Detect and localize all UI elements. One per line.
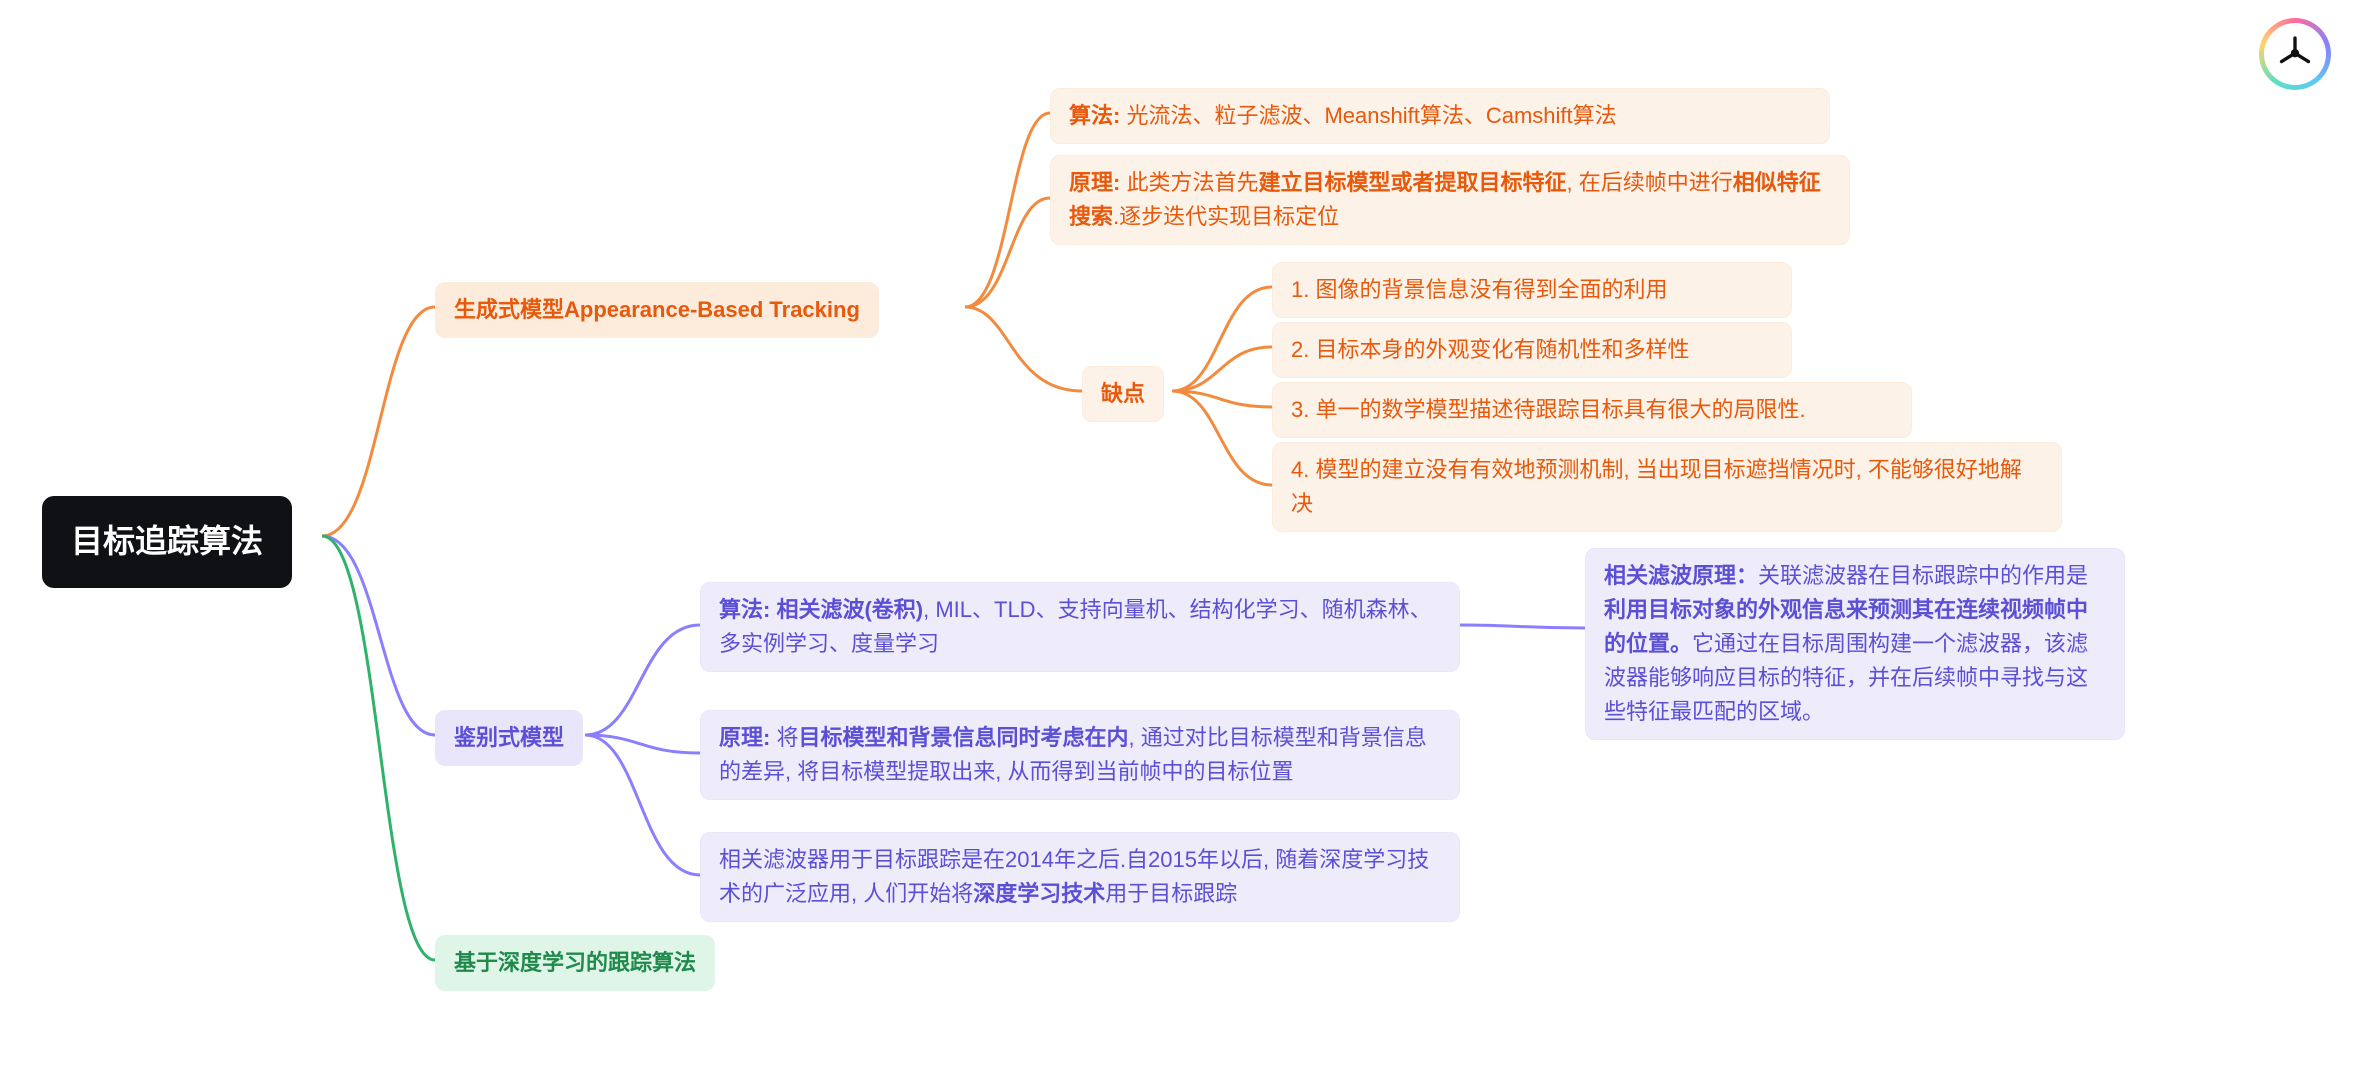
logo-glyph-icon — [2274, 33, 2316, 75]
node-disc-history[interactable]: 相关滤波器用于目标跟踪是在2014年之后.自2015年以后, 随着深度学习技术的… — [700, 832, 1460, 922]
gen-algos-text: 光流法、粒子滤波、Meanshift算法、Camshift算法 — [1126, 103, 1616, 128]
disc-cf-t1: 关联滤波器在目标跟踪中的作用是 — [1758, 563, 2088, 588]
root-label: 目标追踪算法 — [71, 523, 263, 559]
gen-con1-text: 1. 图像的背景信息没有得到全面的利用 — [1291, 277, 1667, 302]
node-discriminative[interactable]: 鉴别式模型 — [435, 710, 583, 766]
node-gen-con3[interactable]: 3. 单一的数学模型描述待跟踪目标具有很大的局限性. — [1272, 382, 1912, 438]
node-gen-con4[interactable]: 4. 模型的建立没有有效地预测机制, 当出现目标遮挡情况时, 不能够很好地解决 — [1272, 442, 2062, 532]
gen-con4-text: 4. 模型的建立没有有效地预测机制, 当出现目标遮挡情况时, 不能够很好地解决 — [1291, 457, 2022, 516]
node-discriminative-label: 鉴别式模型 — [454, 725, 564, 750]
gen-con2-text: 2. 目标本身的外观变化有随机性和多样性 — [1291, 337, 1689, 362]
disc-hist-t2: 用于目标跟踪 — [1105, 881, 1237, 906]
node-gen-cons[interactable]: 缺点 — [1082, 366, 1164, 422]
gen-princ-label: 原理: — [1069, 170, 1120, 195]
app-logo-inner — [2264, 23, 2326, 85]
disc-princ-t1: 将 — [776, 725, 798, 750]
disc-hist-b: 深度学习技术 — [973, 881, 1105, 906]
node-gen-con1[interactable]: 1. 图像的背景信息没有得到全面的利用 — [1272, 262, 1792, 318]
node-generative[interactable]: 生成式模型Appearance-Based Tracking — [435, 282, 879, 338]
gen-princ-b1: 建立目标模型或者提取目标特征 — [1258, 170, 1566, 195]
gen-cons-label: 缺点 — [1101, 381, 1145, 406]
disc-algos-label: 算法: — [719, 597, 770, 622]
gen-con3-text: 3. 单一的数学模型描述待跟踪目标具有很大的局限性. — [1291, 397, 1806, 422]
node-gen-algos[interactable]: 算法: 光流法、粒子滤波、Meanshift算法、Camshift算法 — [1050, 88, 1830, 144]
node-generative-label: 生成式模型Appearance-Based Tracking — [454, 297, 860, 322]
app-logo — [2259, 18, 2331, 90]
disc-algos-bold: 相关滤波(卷积) — [776, 597, 923, 622]
node-gen-principle[interactable]: 原理: 此类方法首先建立目标模型或者提取目标特征, 在后续帧中进行相似特征搜索.… — [1050, 155, 1850, 245]
node-disc-algos[interactable]: 算法: 相关滤波(卷积), MIL、TLD、支持向量机、结构化学习、随机森林、多… — [700, 582, 1460, 672]
node-gen-con2[interactable]: 2. 目标本身的外观变化有随机性和多样性 — [1272, 322, 1792, 378]
root-node[interactable]: 目标追踪算法 — [42, 496, 292, 588]
mindmap-canvas: 目标追踪算法 生成式模型Appearance-Based Tracking 鉴别… — [0, 0, 2359, 1080]
disc-cf-label: 相关滤波原理： — [1604, 563, 1758, 588]
gen-algos-label: 算法: — [1069, 103, 1120, 128]
node-disc-cf[interactable]: 相关滤波原理：关联滤波器在目标跟踪中的作用是利用目标对象的外观信息来预测其在连续… — [1585, 548, 2125, 740]
gen-princ-t3: .逐步迭代实现目标定位 — [1113, 204, 1339, 229]
disc-princ-b: 目标模型和背景信息同时考虑在内 — [798, 725, 1128, 750]
disc-princ-label: 原理: — [719, 725, 770, 750]
gen-princ-t1: 此类方法首先 — [1126, 170, 1258, 195]
node-disc-principle[interactable]: 原理: 将目标模型和背景信息同时考虑在内, 通过对比目标模型和背景信息的差异, … — [700, 710, 1460, 800]
node-deep[interactable]: 基于深度学习的跟踪算法 — [435, 935, 715, 991]
gen-princ-t2: , 在后续帧中进行 — [1566, 170, 1732, 195]
node-deep-label: 基于深度学习的跟踪算法 — [454, 950, 696, 975]
